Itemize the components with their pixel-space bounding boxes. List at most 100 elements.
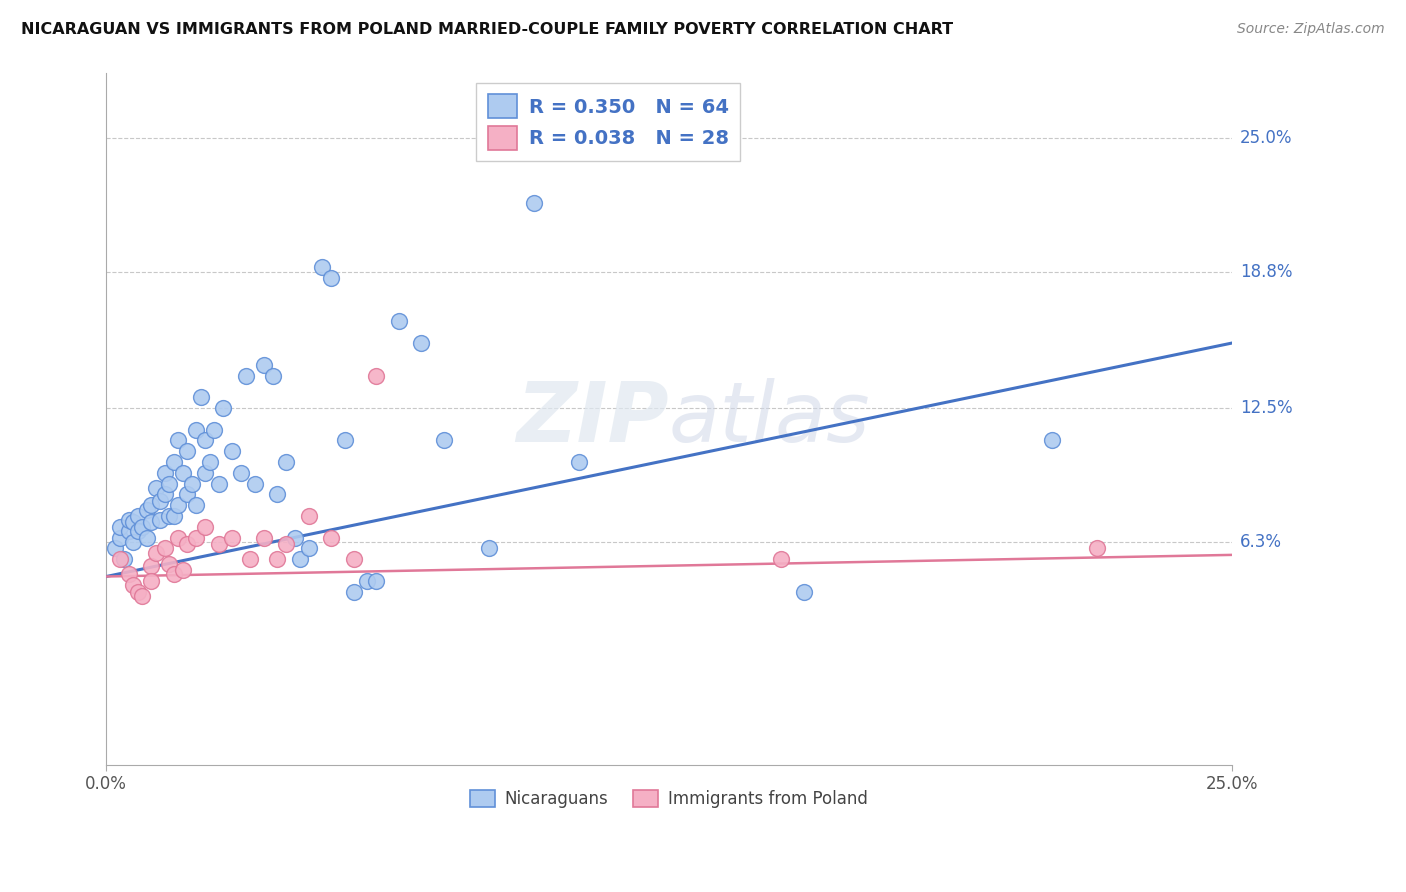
Point [141, 558, 163, 573]
Point [157, 508, 180, 523]
Point [298, 508, 321, 523]
Point [366, 368, 388, 383]
Point [253, 358, 276, 372]
Point [141, 516, 163, 530]
Text: 6.3%: 6.3% [1240, 533, 1282, 551]
Point [127, 524, 149, 538]
Point [167, 434, 190, 448]
Text: 25.0%: 25.0% [1240, 128, 1292, 147]
Point [568, 455, 591, 469]
Text: 12.5%: 12.5% [1240, 399, 1292, 417]
Point [221, 444, 243, 458]
Point [333, 434, 356, 448]
Point [311, 260, 333, 275]
Point [118, 524, 141, 538]
Point [135, 502, 157, 516]
Point [131, 589, 153, 603]
Point [122, 516, 145, 530]
Text: NICARAGUAN VS IMMIGRANTS FROM POLAND MARRIED-COUPLE FAMILY POVERTY CORRELATION C: NICARAGUAN VS IMMIGRANTS FROM POLAND MAR… [21, 22, 953, 37]
Point [176, 537, 198, 551]
Point [145, 546, 167, 560]
Point [108, 531, 131, 545]
Point [231, 466, 253, 480]
Point [180, 476, 202, 491]
Point [262, 368, 284, 383]
Point [122, 578, 145, 592]
Point [194, 434, 217, 448]
Point [208, 537, 231, 551]
Point [366, 574, 388, 588]
Point [153, 466, 176, 480]
Point [523, 195, 546, 210]
Point [118, 567, 141, 582]
Point [202, 423, 225, 437]
Point [163, 567, 186, 582]
Point [118, 513, 141, 527]
Point [288, 552, 311, 566]
Point [141, 574, 163, 588]
Point [343, 552, 366, 566]
Point [176, 487, 198, 501]
Point [1085, 541, 1108, 556]
Legend: Nicaraguans, Immigrants from Poland: Nicaraguans, Immigrants from Poland [463, 783, 875, 815]
Point [163, 455, 186, 469]
Point [112, 552, 135, 566]
Point [266, 552, 288, 566]
Point [356, 574, 378, 588]
Point [411, 336, 433, 351]
Point [176, 444, 198, 458]
Point [167, 498, 190, 512]
Point [253, 531, 276, 545]
Point [163, 508, 186, 523]
Point [149, 494, 172, 508]
Point [198, 455, 221, 469]
Point [127, 584, 149, 599]
Point [190, 390, 212, 404]
Point [298, 541, 321, 556]
Point [343, 584, 366, 599]
Point [135, 531, 157, 545]
Point [145, 481, 167, 495]
Point [276, 455, 298, 469]
Text: atlas: atlas [669, 378, 870, 459]
Point [153, 487, 176, 501]
Point [186, 423, 208, 437]
Point [321, 271, 343, 285]
Point [284, 531, 307, 545]
Point [478, 541, 501, 556]
Point [266, 487, 288, 501]
Point [194, 520, 217, 534]
Point [122, 535, 145, 549]
Point [388, 314, 411, 328]
Point [108, 520, 131, 534]
Point [1040, 434, 1063, 448]
Point [104, 541, 127, 556]
Point [157, 557, 180, 571]
Text: Source: ZipAtlas.com: Source: ZipAtlas.com [1237, 22, 1385, 37]
Point [212, 401, 235, 415]
Point [131, 520, 153, 534]
Point [153, 541, 176, 556]
Point [141, 498, 163, 512]
Point [321, 531, 343, 545]
Point [149, 513, 172, 527]
Point [172, 563, 194, 577]
Point [127, 508, 149, 523]
Point [243, 476, 266, 491]
Point [276, 537, 298, 551]
Point [167, 531, 190, 545]
Point [235, 368, 257, 383]
Point [221, 531, 243, 545]
Point [770, 552, 793, 566]
Point [186, 531, 208, 545]
Point [108, 552, 131, 566]
Point [239, 552, 262, 566]
Point [194, 466, 217, 480]
Point [208, 476, 231, 491]
Point [793, 584, 815, 599]
Point [186, 498, 208, 512]
Point [172, 466, 194, 480]
Text: 18.8%: 18.8% [1240, 263, 1292, 281]
Point [157, 476, 180, 491]
Point [433, 434, 456, 448]
